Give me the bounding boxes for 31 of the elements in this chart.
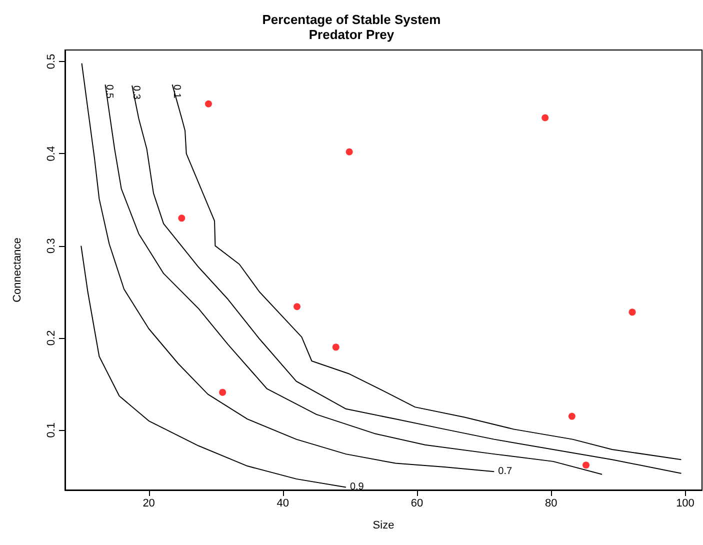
text: 0.1 xyxy=(170,84,182,99)
y-axis-title: Connectance xyxy=(12,238,24,302)
y-tick-label: 0.1 xyxy=(46,422,58,438)
point xyxy=(628,308,636,316)
x-tick-label: 20 xyxy=(142,498,155,510)
point xyxy=(346,148,353,156)
x-tick-label: 40 xyxy=(276,498,290,510)
chart-title: Percentage of Stable System xyxy=(262,12,441,27)
point xyxy=(219,388,226,396)
line-series xyxy=(80,245,346,488)
point xyxy=(205,100,212,108)
x-tick-label: 100 xyxy=(676,498,694,510)
line-series xyxy=(104,84,603,475)
point xyxy=(332,344,340,351)
text: 0.3 xyxy=(130,85,142,100)
chart-subtitle: Predator Prey xyxy=(308,27,395,42)
line-series xyxy=(81,62,495,472)
point xyxy=(542,114,549,122)
y-tick-label: 0.5 xyxy=(46,54,58,70)
y-tick-label: 0.4 xyxy=(46,146,58,162)
x-axis-title: Size xyxy=(372,520,394,532)
x-tick-label: 80 xyxy=(545,498,558,510)
series-label: 0.9 xyxy=(350,482,364,493)
y-tick-label: 0.2 xyxy=(46,330,58,346)
series-label: 0.7 xyxy=(498,466,512,478)
y-tick-label: 0.3 xyxy=(46,238,58,254)
point xyxy=(178,214,186,222)
x-tick-label: 60 xyxy=(410,498,424,510)
point xyxy=(568,412,576,420)
point xyxy=(582,462,590,469)
point xyxy=(294,303,300,310)
